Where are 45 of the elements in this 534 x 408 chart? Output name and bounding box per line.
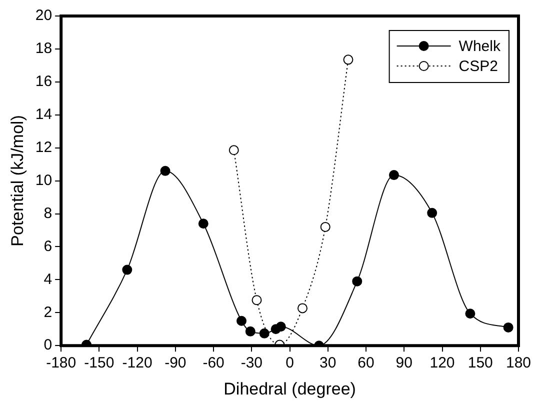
x-tick-label: 60 xyxy=(358,354,374,372)
y-tick-label: 12 xyxy=(35,138,52,156)
point xyxy=(320,222,330,232)
x-tick-label: 180 xyxy=(506,354,531,372)
x-tick-label: 30 xyxy=(320,354,336,372)
point xyxy=(228,145,239,156)
x-tick-label: -180 xyxy=(46,354,76,372)
x-tick-label: -90 xyxy=(164,354,186,372)
y-tick-label: 16 xyxy=(35,73,52,90)
x-tick-label: -60 xyxy=(202,354,224,372)
point xyxy=(388,170,399,180)
y-tick-label: 0 xyxy=(44,336,52,354)
point xyxy=(245,326,256,336)
y-tick-label: 2 xyxy=(44,304,52,321)
x-tick-label: -150 xyxy=(84,354,114,372)
y-tick-label: 18 xyxy=(35,40,52,58)
point xyxy=(352,276,362,286)
point xyxy=(259,328,270,338)
x-tick-label: -120 xyxy=(122,354,152,372)
point xyxy=(252,295,262,306)
point xyxy=(427,208,438,218)
point xyxy=(160,166,170,176)
point xyxy=(503,322,514,332)
x-tick-label: 90 xyxy=(396,354,412,372)
point xyxy=(122,264,132,275)
y-tick-label: 6 xyxy=(44,238,52,255)
y-tick-label: 20 xyxy=(35,7,52,24)
x-tick-label: 150 xyxy=(468,354,493,372)
point xyxy=(297,303,308,314)
point xyxy=(198,218,208,229)
x-tick-label: -30 xyxy=(240,354,263,372)
y-tick-label: 8 xyxy=(44,204,52,222)
y-tick-label: 14 xyxy=(35,106,52,124)
point xyxy=(276,322,286,332)
y-tick-label: 10 xyxy=(35,172,52,189)
point xyxy=(236,316,247,326)
x-tick-label: 0 xyxy=(286,354,294,372)
x-axis-title: Dihedral (degree) xyxy=(224,379,356,398)
point xyxy=(343,54,354,65)
point xyxy=(465,308,476,319)
y-tick-label: 4 xyxy=(44,270,52,288)
legend-label: Whelk xyxy=(458,38,501,56)
x-tick-label: 120 xyxy=(430,354,455,372)
legend-label: CSP2 xyxy=(458,58,498,76)
y-axis-title: Potential (kJ/mol) xyxy=(8,115,27,246)
